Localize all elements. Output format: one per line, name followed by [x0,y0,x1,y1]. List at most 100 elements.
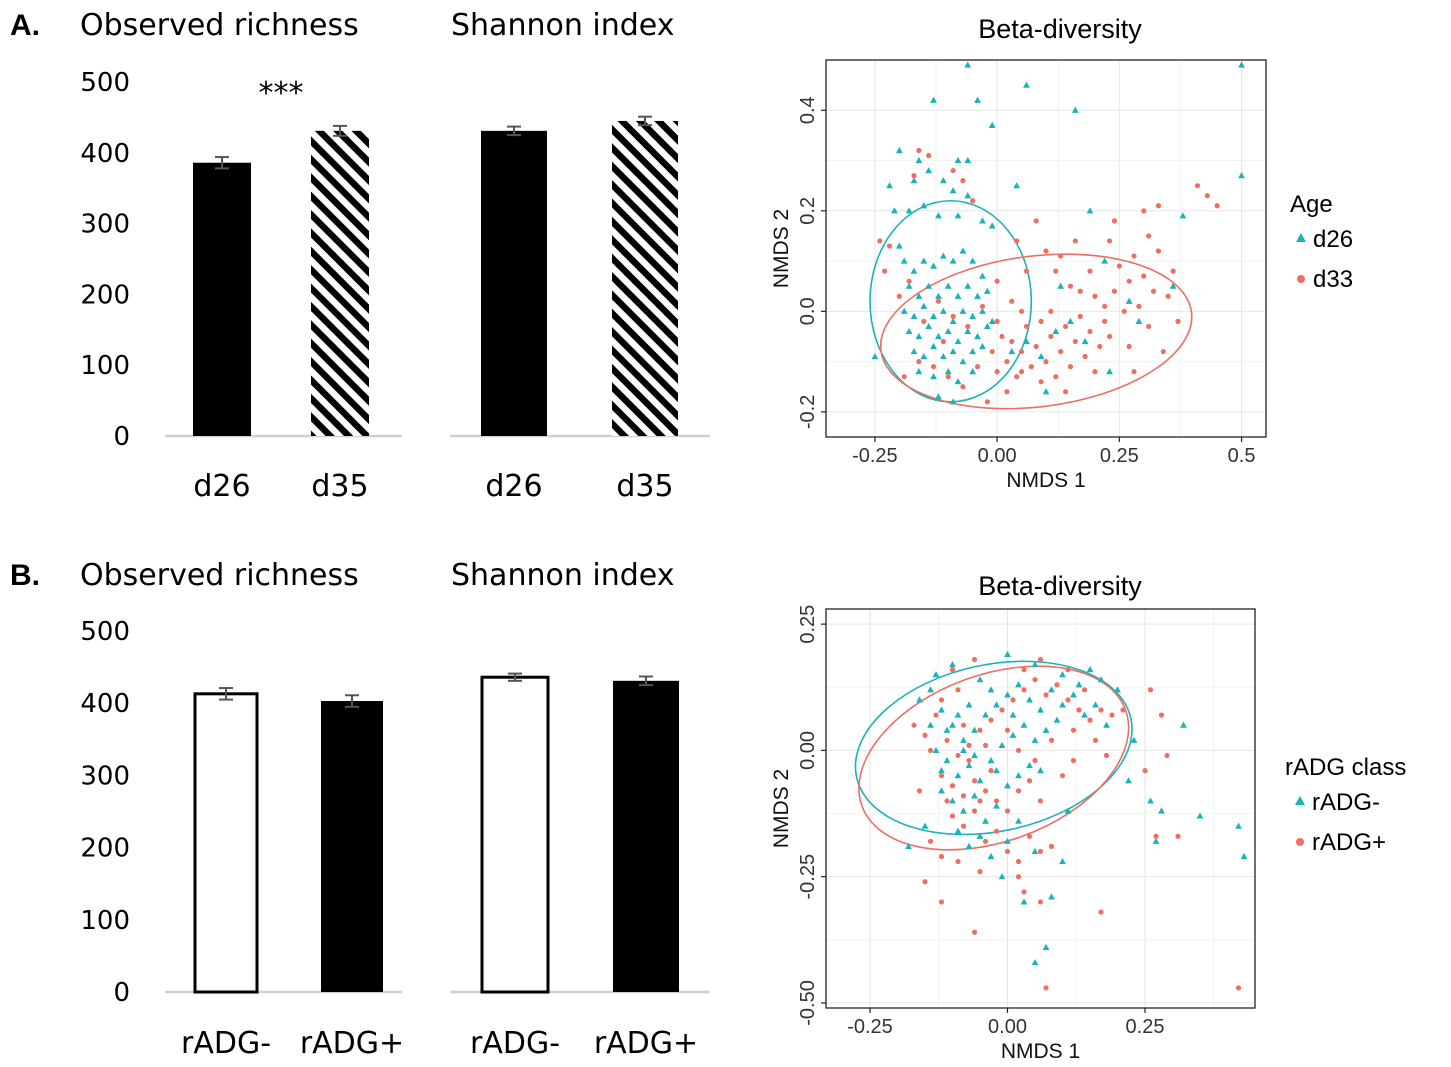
point-rADG- [1004,782,1011,789]
point-rADG- [1020,898,1028,905]
y-tick-label: 100 [80,906,130,936]
point-rADG- [1081,711,1088,718]
bar-d26 [481,130,547,437]
point-d26 [949,398,957,405]
point-d33 [896,293,902,299]
legend-title: rADG class [1285,754,1406,781]
point-rADG- [938,706,945,713]
point-rADG- [1053,716,1061,723]
point-rADG- [960,807,967,814]
point-rADG- [938,767,945,774]
point-rADG- [916,696,923,703]
point-rADG+ [916,788,923,794]
point-rADG+ [1065,667,1071,673]
point-rADG+ [1048,737,1055,743]
point-rADG+ [977,727,983,733]
point-rADG+ [966,742,972,748]
x-tick-label: -0.25 [847,1016,893,1038]
panel-b-shannon-title: Shannon index [451,558,674,593]
point-rADG+ [944,798,950,804]
plot-background [826,609,1255,1008]
bar-rADG- [193,692,259,994]
x-tick-label: 0.5 [1228,445,1256,467]
x-category-label: d35 [311,469,368,504]
y-tick-label: 200 [80,280,130,310]
point-rADG+ [1026,833,1033,839]
point-rADG- [1009,731,1017,738]
point-d26 [905,282,913,289]
point-rADG+ [1015,788,1022,794]
point-rADG- [1048,686,1055,693]
point-d26 [974,292,981,299]
bar-d26 [193,162,251,436]
point-d26 [910,177,918,184]
point-rADG- [932,671,940,678]
point-d33 [916,359,922,365]
bar-rADG- [480,675,550,994]
point-rADG+ [1147,687,1154,693]
point-d26 [1023,81,1030,88]
point-d26 [910,312,918,319]
point-d33 [974,364,981,370]
point-rADG- [954,711,962,718]
point-d33 [1092,369,1098,375]
point-rADG- [954,772,962,779]
point-d26 [920,257,928,264]
point-d26 [935,292,942,299]
point-rADG- [1092,701,1099,708]
point-d26 [964,156,972,164]
point-d33 [994,278,1000,284]
error-bar [345,694,359,708]
point-rADG- [954,827,962,834]
point-d26 [900,307,908,314]
point-d33 [1072,338,1078,345]
chart-b-beta: -0.25 0.00 0.25 -0.50 -0.25 0.00 0.25 NMDS 1 NMD… [770,605,1406,1063]
point-d26 [969,347,977,355]
point-rADG- [982,817,989,824]
point-d26 [944,368,952,375]
point-rADG- [971,751,978,759]
point-d26 [939,177,947,184]
point-d26 [1135,317,1143,324]
point-rADG- [1125,777,1132,784]
point-d33 [1043,248,1049,254]
point-d33 [1048,333,1054,340]
point-d26 [1023,337,1030,345]
point-rADG+ [977,869,983,875]
point-rADG+ [1004,808,1011,814]
point-rADG+ [1070,727,1077,733]
point-rADG- [1026,761,1033,769]
point-rADG+ [1109,712,1115,718]
point-d33 [1087,328,1093,335]
error-bar [639,675,653,687]
x-tick-label: 0.00 [988,1016,1027,1038]
point-d33 [1097,343,1103,350]
point-d26 [979,272,986,279]
point-d33 [1053,268,1059,274]
point-rADG+ [971,778,978,784]
point-d33 [994,369,1000,375]
point-d33 [1155,248,1162,254]
point-rADG+ [971,929,978,935]
point-d33 [1131,369,1137,375]
chart-a-richness: 0 100 200 300 400 500 d26 d35 *** [80,68,402,504]
point-d33 [1155,203,1162,209]
point-rADG+ [982,838,989,844]
point-d26 [915,332,923,340]
point-d26 [954,378,962,385]
point-rADG- [943,726,951,733]
point-rADG+ [1158,712,1165,718]
point-rADG- [1042,726,1050,733]
point-rADG- [998,873,1006,880]
point-rADG+ [1120,707,1126,713]
point-d26 [1086,207,1094,214]
point-d26 [886,182,893,189]
point-d33 [1014,374,1020,380]
point-rADG+ [1015,747,1022,754]
point-d33 [1028,364,1034,370]
bar-rADG+ [613,680,679,992]
x-tick-label: 0.00 [978,445,1017,467]
legend-marker-rADG- [1295,796,1305,805]
point-d33 [1062,323,1069,330]
point-d33 [999,333,1005,340]
